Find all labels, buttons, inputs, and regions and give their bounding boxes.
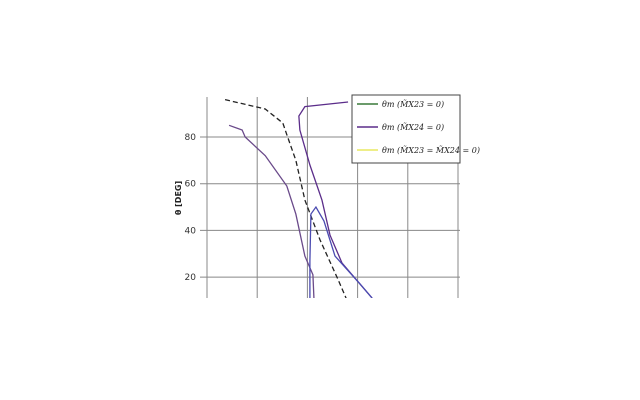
series-line-3 <box>298 101 373 298</box>
legend-entry: θm (M̃X23 = 0) <box>382 100 444 109</box>
legend: θm (M̃X23 = 0) θm (M̃X24 = 0) θm (M̃X23 = … <box>351 94 480 164</box>
series-line-2 <box>228 124 315 298</box>
y-tick-label: 60 <box>185 180 197 190</box>
series-line-4 <box>309 205 373 298</box>
series-group <box>224 99 373 298</box>
y-tick-label: 40 <box>185 226 197 236</box>
y-tick-label: 80 <box>185 133 197 143</box>
legend-entry: θm (M̃X23 = M̃X24 = 0) <box>382 146 480 155</box>
legend-box <box>351 94 461 164</box>
y-axis-label: θ [DEG] <box>174 181 183 215</box>
legend-entry: θm (M̃X24 = 0) <box>382 123 444 132</box>
y-ticks: 20 40 60 80 <box>185 133 197 283</box>
series-line-1 <box>224 99 347 298</box>
y-tick-label: 20 <box>185 273 197 283</box>
